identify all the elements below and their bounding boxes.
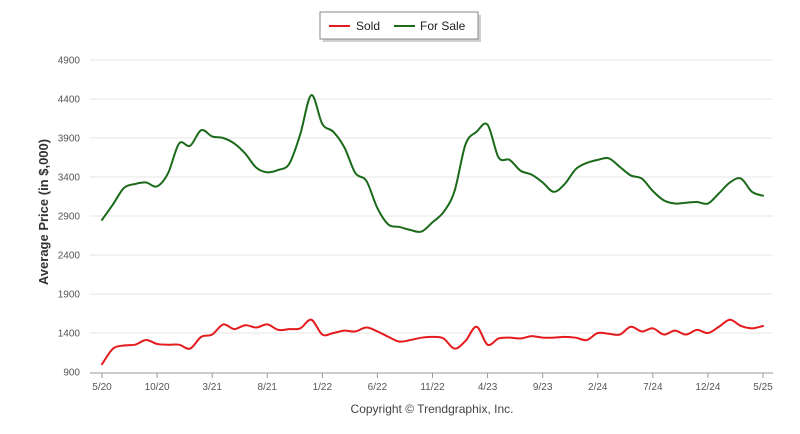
- x-tick-label: 5/25: [753, 382, 773, 393]
- copyright-footer: Copyright © Trendgraphix, Inc.: [351, 402, 514, 416]
- x-tick-label: 6/22: [368, 382, 388, 393]
- legend: Sold For Sale: [319, 11, 481, 42]
- y-tick-label: 4400: [58, 95, 81, 106]
- series-line-for-sale: [101, 94, 764, 234]
- x-tick-label: 8/21: [258, 382, 278, 393]
- x-tick-labels: 5/20 10/20 3/21 8/21 1/22 6/22 11/22 4/23 9/23 2/…: [92, 382, 773, 393]
- x-tick-label: 9/23: [533, 382, 553, 393]
- gridlines: [90, 59, 773, 334]
- y-tick-label: 1400: [58, 329, 81, 340]
- axes: [90, 372, 773, 378]
- x-tick-label: 3/21: [202, 382, 222, 393]
- x-tick-label: 11/22: [420, 382, 445, 393]
- legend-label-for-sale: For Sale: [420, 19, 466, 33]
- x-tick-label: 10/20: [145, 382, 170, 393]
- x-tick-label: 7/24: [643, 382, 663, 393]
- y-tick-label: 900: [63, 368, 80, 379]
- y-tick-label: 3900: [58, 134, 81, 145]
- series-lines: [101, 94, 764, 366]
- y-tick-labels: 900 1400 1900 2400 2900 3400 3900 4400 4900: [58, 56, 81, 379]
- x-tick-label: 5/20: [92, 382, 112, 393]
- x-tick-label: 1/22: [313, 382, 333, 393]
- y-axis-title: Average Price (in $,000): [36, 139, 51, 285]
- y-tick-label: 1900: [58, 290, 81, 301]
- y-tick-label: 2900: [58, 212, 81, 223]
- y-tick-label: 4900: [58, 56, 81, 67]
- x-tick-label: 12/24: [695, 382, 720, 393]
- y-tick-label: 2400: [58, 251, 81, 262]
- series-line-sold: [101, 318, 764, 366]
- x-tick-label: 2/24: [588, 382, 608, 393]
- x-tick-label: 4/23: [478, 382, 498, 393]
- legend-label-sold: Sold: [356, 19, 380, 33]
- y-tick-label: 3400: [58, 173, 81, 184]
